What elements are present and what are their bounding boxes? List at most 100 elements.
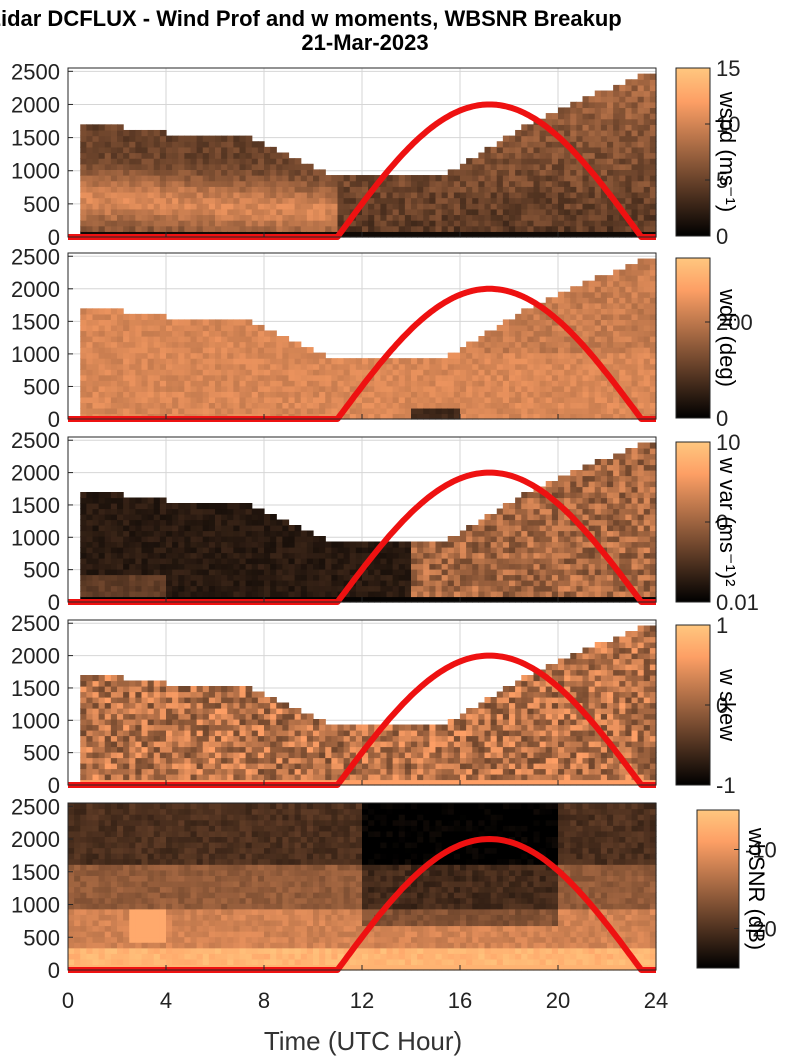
heatmap-cell — [227, 525, 234, 532]
heatmap-cell — [239, 402, 247, 409]
heatmap-cell — [539, 186, 547, 193]
heatmap-cell — [484, 547, 492, 554]
heatmap-cell — [637, 369, 645, 376]
heatmap-cell — [460, 347, 467, 354]
heatmap-cell — [141, 197, 149, 204]
heatmap-cell — [539, 569, 547, 576]
heatmap-cell — [600, 514, 608, 521]
heatmap-cell — [429, 580, 437, 587]
heatmap-cell — [245, 391, 253, 398]
heatmap-cell — [545, 220, 553, 227]
heatmap-cell — [490, 536, 498, 543]
heatmap-cell — [343, 203, 351, 210]
heatmap-cell — [478, 391, 486, 398]
heatmap-cell — [600, 308, 608, 315]
heatmap-cell — [588, 286, 596, 293]
heatmap-cell — [153, 497, 161, 504]
heatmap-cell — [582, 169, 590, 176]
heatmap-cell — [129, 574, 136, 581]
heatmap-cell — [368, 591, 375, 598]
heatmap-cell — [637, 470, 645, 477]
heatmap-cell — [594, 380, 602, 387]
heatmap-cell — [282, 591, 290, 598]
heatmap-cell — [172, 508, 179, 515]
heatmap-cell — [117, 591, 124, 598]
heatmap-cell — [637, 319, 645, 326]
heatmap-cell — [453, 585, 461, 592]
heatmap-cell — [576, 319, 584, 326]
heatmap-cell — [355, 380, 363, 387]
heatmap-cell — [92, 158, 100, 165]
heatmap-cell — [147, 129, 155, 137]
heatmap-cell — [80, 158, 87, 165]
heatmap-cell — [429, 186, 437, 193]
heatmap-cell — [251, 197, 259, 204]
heatmap-cell — [288, 380, 296, 387]
heatmap-cell — [123, 563, 130, 570]
heatmap-cell — [607, 385, 614, 392]
heatmap-cell — [208, 585, 216, 592]
heatmap-cell — [276, 407, 283, 415]
heatmap-cell — [239, 341, 247, 348]
heatmap-cell — [227, 547, 234, 554]
heatmap-cell — [92, 169, 100, 176]
heatmap-cell — [325, 580, 332, 587]
heatmap-cell — [147, 574, 155, 581]
heatmap-cell — [625, 363, 633, 370]
heatmap-cell — [86, 563, 94, 570]
heatmap-cell — [294, 536, 302, 543]
heatmap-cell — [607, 486, 614, 493]
heatmap-cell — [484, 341, 492, 348]
heatmap-cell — [251, 169, 259, 176]
heatmap-cell — [472, 596, 479, 603]
heatmap-cell — [576, 396, 584, 403]
heatmap-cell — [380, 363, 388, 370]
heatmap-cell — [245, 407, 253, 415]
heatmap-cell — [270, 591, 277, 598]
heatmap-cell — [117, 186, 124, 193]
heatmap-cell — [294, 552, 302, 559]
heatmap-cell — [392, 580, 400, 587]
heatmap-cell — [233, 336, 241, 343]
heatmap-cell — [509, 580, 516, 587]
heatmap-cell — [533, 358, 541, 365]
heatmap-cell — [582, 113, 590, 120]
heatmap-cell — [613, 486, 620, 493]
heatmap-cell — [484, 208, 492, 216]
heatmap-cell — [184, 352, 192, 359]
heatmap-cell — [588, 347, 596, 354]
heatmap-cell — [117, 407, 124, 415]
heatmap-cell — [80, 558, 87, 565]
heatmap-cell — [202, 503, 210, 510]
heatmap-cell — [600, 396, 608, 403]
heatmap-cell — [607, 336, 614, 343]
heatmap-cell — [368, 385, 375, 392]
heatmap-cell — [202, 558, 210, 565]
heatmap-cell — [129, 363, 136, 370]
heatmap-cell — [117, 152, 124, 159]
heatmap-cell — [423, 552, 430, 559]
heatmap-cell — [110, 330, 118, 337]
heatmap-cell — [625, 369, 633, 376]
heatmap-cell — [564, 558, 571, 565]
heatmap-cell — [135, 402, 143, 409]
heatmap-cell — [558, 569, 565, 576]
y-tick-label: 2000 — [11, 92, 60, 117]
heatmap-cell — [527, 591, 535, 598]
heatmap-cell — [386, 396, 394, 403]
heatmap-cell — [221, 569, 228, 576]
heatmap-cell — [613, 552, 620, 559]
heatmap-cell — [637, 118, 645, 125]
heatmap-cell — [558, 519, 565, 526]
heatmap-cell — [104, 508, 112, 515]
heatmap-cell — [484, 336, 492, 343]
heatmap-cell — [551, 580, 559, 587]
heatmap-cell — [582, 286, 590, 293]
heatmap-cell — [533, 197, 541, 204]
heatmap-cell — [398, 563, 406, 570]
heatmap-cell — [166, 180, 173, 187]
heatmap-cell — [343, 391, 351, 398]
heatmap-cell — [172, 358, 179, 365]
heatmap-cell — [502, 385, 510, 392]
heatmap-cell — [600, 146, 608, 154]
